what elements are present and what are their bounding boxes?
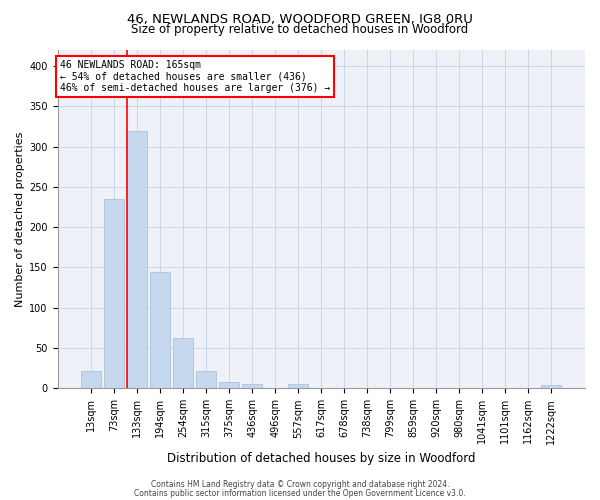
Bar — [289, 384, 308, 388]
Bar — [220, 382, 239, 388]
Bar — [173, 338, 193, 388]
Bar — [104, 199, 124, 388]
Bar — [196, 372, 216, 388]
Text: Contains public sector information licensed under the Open Government Licence v3: Contains public sector information licen… — [134, 488, 466, 498]
Bar — [127, 130, 147, 388]
Y-axis label: Number of detached properties: Number of detached properties — [15, 132, 25, 307]
X-axis label: Distribution of detached houses by size in Woodford: Distribution of detached houses by size … — [167, 452, 476, 465]
Text: Size of property relative to detached houses in Woodford: Size of property relative to detached ho… — [131, 24, 469, 36]
Text: 46, NEWLANDS ROAD, WOODFORD GREEN, IG8 0RU: 46, NEWLANDS ROAD, WOODFORD GREEN, IG8 0… — [127, 12, 473, 26]
Bar — [82, 372, 101, 388]
Text: 46 NEWLANDS ROAD: 165sqm
← 54% of detached houses are smaller (436)
46% of semi-: 46 NEWLANDS ROAD: 165sqm ← 54% of detach… — [60, 60, 331, 94]
Bar — [242, 384, 262, 388]
Text: Contains HM Land Registry data © Crown copyright and database right 2024.: Contains HM Land Registry data © Crown c… — [151, 480, 449, 489]
Bar — [541, 385, 561, 388]
Bar — [151, 272, 170, 388]
